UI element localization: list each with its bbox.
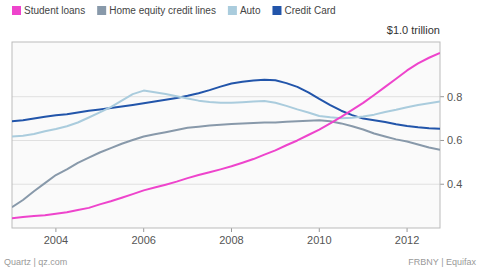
legend: Student loans Home equity credit lines Aut… [12, 5, 336, 16]
annotation: Quartz | qz.com [4, 257, 67, 267]
y-tick-label: 0.6 [447, 134, 462, 146]
legend-label: Student loans [24, 5, 85, 16]
lines [12, 53, 440, 218]
x-tick [231, 228, 232, 232]
series-line [12, 91, 440, 137]
annotation: FRBNY | Equifax [408, 257, 476, 267]
legend-label: Home equity credit lines [109, 5, 216, 16]
plot-frame [12, 42, 440, 228]
y-tick-label: 0.8 [447, 91, 462, 103]
x-tick-label: 2012 [395, 234, 419, 246]
chart: 0.4 0.6 0.8 2004 2006 2008 2010 2012 Student loa… [0, 0, 480, 270]
legend-swatch [228, 6, 237, 15]
series-line [12, 120, 440, 207]
x-tick-label: 2010 [307, 234, 331, 246]
plot-area [12, 42, 440, 228]
x-tick-label: 2004 [44, 234, 68, 246]
x-tick [55, 228, 56, 232]
legend-swatch [97, 6, 106, 15]
y-tick [440, 184, 444, 185]
title: $1.0 trillion [387, 24, 440, 36]
x-tick [407, 228, 408, 232]
grid-line [12, 96, 440, 97]
legend-swatch [12, 6, 21, 15]
x-tick-label: 2006 [131, 234, 155, 246]
legend-label: Auto [240, 5, 261, 16]
grid-line [12, 184, 440, 185]
x-tick [319, 228, 320, 232]
y-tick-label: 0.4 [447, 178, 462, 190]
x-tick [143, 228, 144, 232]
legend-label: Credit Card [284, 5, 335, 16]
y-tick [440, 96, 444, 97]
grid-line [12, 140, 440, 141]
y-tick [440, 140, 444, 141]
legend-swatch [272, 6, 281, 15]
x-tick-label: 2008 [219, 234, 243, 246]
series-line [12, 80, 440, 129]
series-line [12, 53, 440, 218]
